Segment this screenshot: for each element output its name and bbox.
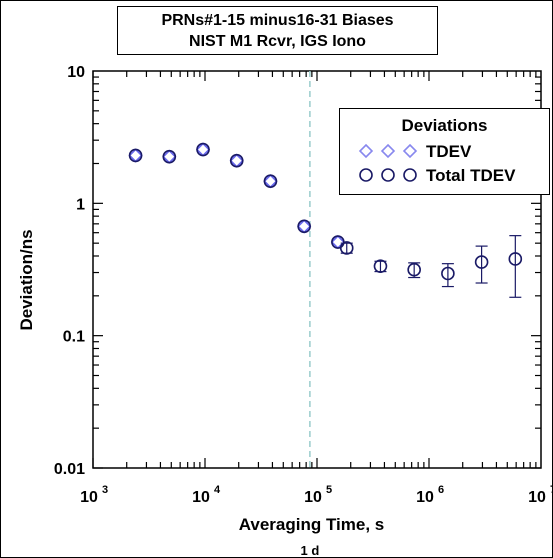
legend-title: Deviations: [401, 116, 488, 135]
total-tdev-point: [339, 241, 354, 255]
total-tdev-point: [331, 235, 345, 249]
x-tick-exponent: 7: [550, 484, 553, 496]
axis-ticks: [92, 71, 541, 469]
tick-labels: 10 3 10 4 10 5 10 6 10 7 10 1 0.1 0.01: [54, 64, 553, 506]
legend-tdev-marker: [358, 143, 374, 159]
chart-title-line-2: NIST M1 Rcvr, IGS Iono: [189, 33, 366, 50]
legend-label-tdev: TDEV: [426, 142, 472, 161]
total-tdev-point: [229, 153, 244, 168]
total-tdev-point: [373, 259, 388, 273]
legend-total-tdev-marker: [359, 168, 373, 182]
total-tdev-point: [263, 174, 278, 188]
y-axis-title: Deviation/ns: [17, 229, 36, 331]
x-tick-exponent: 3: [102, 484, 108, 496]
y-tick-label: 0.01: [54, 461, 85, 478]
total-tdev-point: [162, 149, 177, 164]
x-tick-label: 10: [528, 489, 546, 506]
data-markers: [128, 142, 523, 281]
legend: Deviations TDEV Total TDEV: [339, 108, 550, 195]
total-tdev-point: [128, 148, 143, 163]
x-axis-title: Averaging Time, s: [238, 515, 385, 534]
legend-total-tdev-marker: [403, 168, 417, 182]
y-tick-label: 1: [76, 196, 85, 213]
total-tdev-point: [508, 252, 523, 266]
legend-total-tdev-marker: [381, 168, 395, 182]
legend-tdev-marker: [380, 143, 396, 159]
y-tick-label: 10: [67, 64, 85, 81]
x-tick-exponent: 4: [214, 484, 221, 496]
total-tdev-point: [407, 262, 421, 277]
legend-tdev-marker: [402, 143, 418, 159]
x-tick-label: 10: [304, 489, 322, 506]
one-day-label: 1 d: [300, 543, 319, 558]
legend-markers: [358, 143, 418, 182]
chart-title-line-1: PRNs#1-15 minus16-31 Biases: [161, 12, 394, 29]
legend-label-total-tdev: Total TDEV: [426, 166, 516, 185]
error-bars: [340, 235, 522, 298]
chart-title-box: PRNs#1-15 minus16-31 Biases NIST M1 Rcvr…: [117, 6, 438, 55]
total-tdev-point: [441, 266, 455, 281]
total-tdev-point: [474, 255, 489, 269]
x-tick-exponent: 5: [326, 484, 332, 496]
total-tdev-point: [196, 142, 210, 157]
x-tick-exponent: 6: [438, 484, 444, 496]
x-tick-label: 10: [192, 489, 210, 506]
x-tick-label: 10: [416, 489, 434, 506]
y-tick-label: 0.1: [63, 329, 85, 346]
x-tick-label: 10: [80, 489, 98, 506]
total-tdev-point: [297, 219, 311, 234]
